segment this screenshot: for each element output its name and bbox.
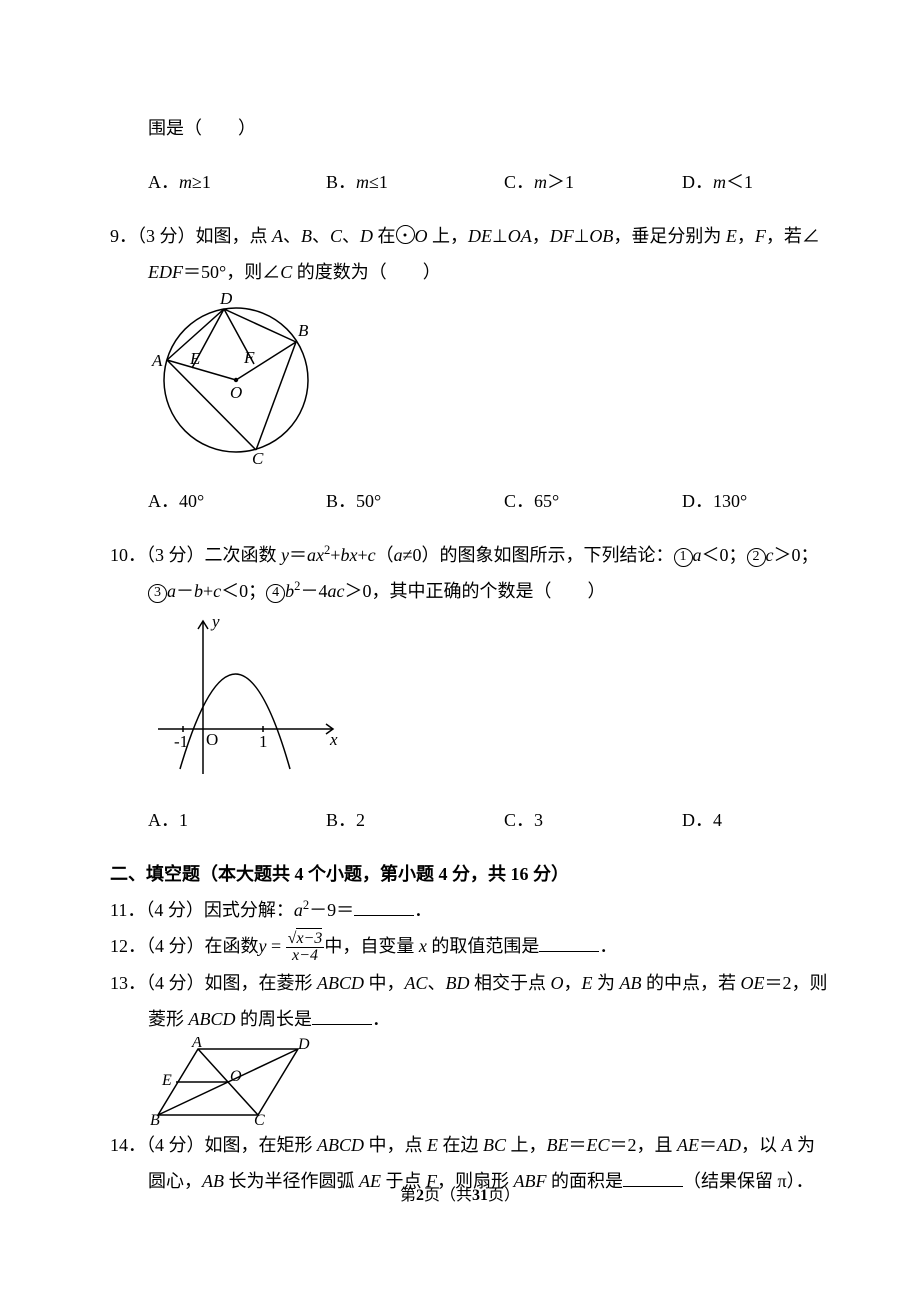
q9-opt-a: A．40°	[148, 483, 326, 519]
q12-blank	[539, 935, 599, 952]
q9-figure: D B A C O E F	[110, 290, 810, 465]
q8-stem-tail: 围是（ ）	[110, 110, 810, 146]
circle-o-icon	[396, 225, 415, 244]
svg-text:-1: -1	[174, 732, 188, 751]
svg-text:E: E	[161, 1072, 172, 1089]
q10-svg: y x O -1 1	[148, 609, 348, 784]
q10-opt-d: D．4	[682, 802, 832, 838]
q11-blank	[354, 899, 414, 916]
q11: 11．（4 分）因式分解：a2－9＝．	[110, 892, 810, 928]
exam-page: 围是（ ） A．m≥1 B．m≤1 C．m＞1 D．m＜1 9．（3 分）如图，…	[0, 0, 920, 1302]
svg-text:A: A	[151, 351, 163, 370]
svg-text:1: 1	[259, 732, 268, 751]
svg-text:y: y	[210, 612, 220, 631]
svg-text:x: x	[329, 730, 338, 749]
q9-opt-d: D．130°	[682, 483, 832, 519]
q8-options: A．m≥1 B．m≤1 C．m＞1 D．m＜1	[110, 164, 810, 200]
q9-opt-b: B．50°	[326, 483, 504, 519]
q13-svg: A D B C O E	[148, 1037, 318, 1127]
q8-opt-b: B．m≤1	[326, 164, 504, 200]
svg-text:A: A	[191, 1037, 202, 1051]
q13-figure: A D B C O E	[110, 1037, 810, 1127]
q10-opt-c: C．3	[504, 802, 682, 838]
svg-text:E: E	[189, 349, 201, 368]
q13-line1: 13．（4 分）如图，在菱形 ABCD 中，AC、BD 相交于点 O，E 为 A…	[110, 965, 810, 1001]
q10-opt-a: A．1	[148, 802, 326, 838]
q9-stem-line2: EDF＝50°，则∠C 的度数为（ ）	[110, 254, 810, 290]
svg-text:D: D	[219, 290, 233, 308]
svg-text:B: B	[298, 321, 309, 340]
q9-svg: D B A C O E F	[148, 290, 318, 465]
svg-text:C: C	[254, 1112, 265, 1127]
svg-text:B: B	[150, 1112, 160, 1127]
page-footer: 第2页（共31页）	[0, 1180, 920, 1212]
q8-opt-d: D．m＜1	[682, 164, 832, 200]
q8-opt-c: C．m＞1	[504, 164, 682, 200]
q9-opt-c: C．65°	[504, 483, 682, 519]
page-current: 2	[416, 1187, 424, 1204]
q10-figure: y x O -1 1	[110, 609, 810, 784]
q13-line2: 菱形 ABCD 的周长是．	[110, 1001, 810, 1037]
q10-options: A．1 B．2 C．3 D．4	[110, 802, 810, 838]
q10-stem-line2: 3a－b+c＜0；4b2－4ac＞0，其中正确的个数是（ ）	[110, 573, 810, 609]
q9-stem-line1: 9．（3 分）如图，点 A、B、C、D 在O 上，DE⊥OA，DF⊥OB，垂足分…	[110, 218, 810, 254]
svg-text:C: C	[252, 449, 264, 465]
q10-opt-b: B．2	[326, 802, 504, 838]
q9-options: A．40° B．50° C．65° D．130°	[110, 483, 810, 519]
svg-text:O: O	[206, 730, 218, 749]
section-2-heading: 二、填空题（本大题共 4 个小题，第小题 4 分，共 16 分）	[110, 856, 810, 892]
q12: 12．（4 分）在函数y = √x−3 x−4 中，自变量 x 的取值范围是．	[110, 928, 810, 965]
q14-line1: 14．（4 分）如图，在矩形 ABCD 中，点 E 在边 BC 上，BE＝EC＝…	[110, 1127, 810, 1163]
svg-text:O: O	[230, 383, 242, 402]
svg-text:F: F	[243, 348, 255, 367]
q8-opt-a: A．m≥1	[148, 164, 326, 200]
q10-stem-line1: 10．（3 分）二次函数 y＝ax2+bx+c（a≠0）的图象如图所示，下列结论…	[110, 537, 810, 573]
svg-text:O: O	[230, 1068, 242, 1085]
page-total: 31	[472, 1187, 488, 1204]
q13-blank	[312, 1008, 372, 1025]
svg-text:D: D	[297, 1037, 310, 1053]
